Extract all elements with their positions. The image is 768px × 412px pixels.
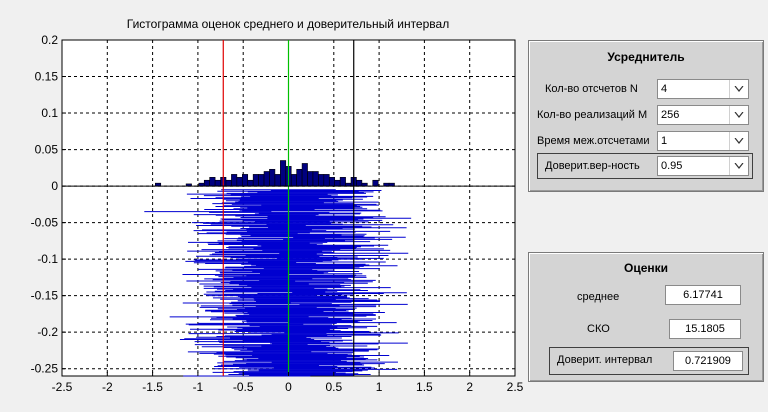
interval-time-label: Время меж.отсчетами bbox=[537, 135, 650, 147]
samples-label: Кол-во отсчетов N bbox=[545, 83, 638, 95]
conf-interval-label: Доверит. интервал bbox=[557, 354, 653, 366]
confidence-label: Доверит.вер-ность bbox=[545, 160, 640, 172]
std-output: 15.1805 bbox=[669, 319, 741, 339]
y-tick-label: -0.05 bbox=[31, 216, 59, 230]
x-tick-label: 0 bbox=[285, 380, 292, 394]
x-tick-label: -2 bbox=[102, 380, 113, 394]
histogram-bar bbox=[241, 174, 249, 187]
y-tick-label: -0.25 bbox=[31, 362, 59, 376]
conf-interval-output: 0.721909 bbox=[673, 351, 743, 371]
histogram-bar bbox=[312, 171, 319, 187]
histogram-bar bbox=[356, 179, 363, 187]
y-tick-label: 0.2 bbox=[41, 33, 58, 47]
confidence-value: 0.95 bbox=[661, 160, 683, 172]
histogram-bar bbox=[209, 177, 216, 187]
histogram-bar bbox=[328, 177, 336, 187]
histogram-bar bbox=[225, 179, 232, 187]
interval-time-dropdown[interactable]: 1 bbox=[657, 131, 749, 151]
x-tick-label: 1 bbox=[376, 380, 383, 394]
histogram-bar bbox=[339, 177, 346, 187]
confidence-dropdown[interactable]: 0.95 bbox=[657, 156, 749, 176]
histogram-bar bbox=[263, 171, 270, 187]
x-tick-label: -2.5 bbox=[52, 380, 73, 394]
chart-title: Гистограмма оценок среднего и доверитель… bbox=[127, 17, 449, 31]
x-tick-label: 2 bbox=[466, 380, 473, 394]
x-tick-label: -1.5 bbox=[142, 380, 163, 394]
histogram-bar bbox=[252, 174, 259, 187]
chevron-down-icon[interactable] bbox=[729, 80, 748, 98]
histogram-bar bbox=[296, 168, 303, 187]
mean-label: среднее bbox=[577, 291, 620, 303]
interval-lines bbox=[144, 189, 412, 377]
histogram-bar bbox=[231, 174, 238, 187]
y-axis-ticks: 0.2 0.15 0.1 0.05 0 -0.05 -0.1 -0.15 -0.2 -0.25 bbox=[31, 33, 66, 376]
histogram-bar bbox=[214, 179, 221, 187]
chevron-down-icon[interactable] bbox=[729, 157, 748, 175]
interval-time-value: 1 bbox=[661, 135, 668, 147]
histogram-bar bbox=[372, 179, 379, 187]
grid bbox=[62, 40, 515, 376]
conf-interval-frame bbox=[549, 347, 749, 375]
x-tick-label: 0.5 bbox=[325, 380, 342, 394]
samples-value: 4 bbox=[661, 83, 668, 95]
x-tick-label: -1 bbox=[193, 380, 204, 394]
std-label: СКО bbox=[587, 323, 610, 335]
histogram-bar bbox=[269, 168, 276, 187]
histogram-bar bbox=[334, 179, 341, 187]
histogram-bar bbox=[258, 174, 265, 187]
histogram-bar bbox=[301, 163, 308, 187]
y-tick-label: -0.2 bbox=[37, 325, 58, 339]
realizations-dropdown[interactable]: 256 bbox=[657, 105, 749, 125]
averager-title: Усреднитель bbox=[607, 50, 685, 64]
chevron-down-icon[interactable] bbox=[729, 106, 748, 124]
realizations-value: 256 bbox=[661, 109, 680, 121]
confidence-frame bbox=[537, 153, 753, 179]
y-tick-label: 0 bbox=[51, 179, 58, 193]
x-tick-label: -0.5 bbox=[233, 380, 254, 394]
y-tick-label: 0.1 bbox=[41, 106, 58, 120]
histogram-bar bbox=[274, 174, 281, 187]
reference-lines bbox=[222, 40, 355, 376]
histogram-bar bbox=[236, 177, 243, 187]
histogram-bar bbox=[323, 174, 330, 187]
estimates-title: Оценки bbox=[623, 261, 668, 275]
x-tick-label: 1.5 bbox=[416, 380, 433, 394]
histogram-bar bbox=[203, 179, 210, 187]
realizations-label: Кол-во реализаций M bbox=[537, 109, 648, 121]
histogram-bar bbox=[280, 160, 287, 187]
histogram-bar bbox=[307, 171, 314, 187]
histogram-bar bbox=[318, 174, 325, 187]
averager-panel: Усреднитель Кол-во отсчетов N 4 Кол-во р… bbox=[528, 40, 764, 192]
y-tick-label: 0.05 bbox=[35, 143, 59, 157]
histogram-bar bbox=[247, 179, 254, 187]
y-tick-label: 0.15 bbox=[35, 70, 59, 84]
x-axis-ticks: -2.5 -2 -1.5 -1 -0.5 0 0.5 1 1.5 2 2.5 bbox=[52, 372, 524, 394]
histogram-bar bbox=[290, 174, 297, 187]
samples-dropdown[interactable]: 4 bbox=[657, 79, 749, 99]
y-tick-label: -0.15 bbox=[31, 289, 59, 303]
mean-output: 6.17741 bbox=[665, 285, 741, 305]
y-tick-label: -0.1 bbox=[37, 252, 58, 266]
histogram-bars bbox=[155, 160, 395, 187]
histogram-chart: Гистограмма оценок среднего и доверитель… bbox=[31, 17, 524, 394]
x-tick-label: 2.5 bbox=[507, 380, 524, 394]
chevron-down-icon[interactable] bbox=[729, 132, 748, 150]
estimates-panel: Оценки среднее 6.17741 СКО 15.1805 Довер… bbox=[528, 252, 764, 382]
